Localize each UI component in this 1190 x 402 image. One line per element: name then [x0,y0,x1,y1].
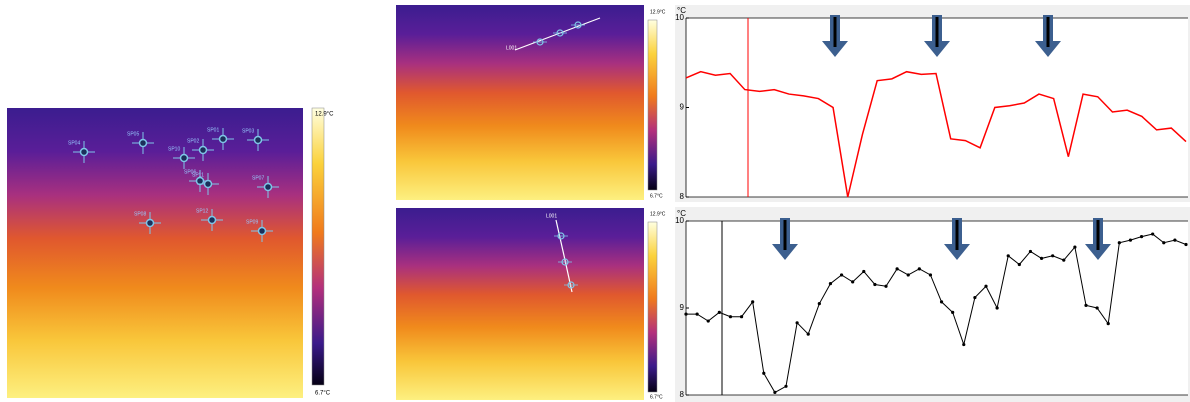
colorbar-min: 6.7°C [650,193,663,199]
line-label: L001 [546,213,557,219]
data-point [962,342,966,347]
colorbar [647,19,658,191]
plot-area [686,221,1188,395]
y-tick-label: 9 [680,303,685,312]
data-point [917,267,921,271]
data-point [1039,256,1044,261]
data-point [739,315,744,319]
data-point [1128,238,1133,242]
data-point [984,284,988,288]
spot-label: SP12 [196,208,208,214]
colorbar-max: 12.9°C [650,211,666,217]
spot [257,226,267,236]
data-point [851,280,855,284]
colorbar-max: 12.9°C [650,9,666,15]
colorbar [647,221,658,393]
data-point [795,321,799,325]
y-tick-label: 10 [675,216,684,225]
spot [253,135,263,145]
spot [79,147,89,157]
data-point [773,390,777,394]
data-point [1017,262,1021,267]
data-point [839,273,844,277]
data-point [995,306,999,310]
spot-label: SP04 [68,140,80,146]
data-point [906,273,910,277]
spot-label: SP01 [207,127,219,133]
data-point [862,269,866,274]
spot [263,182,273,192]
data-point [1117,241,1121,245]
colorbar-max: 12.9°C [315,112,334,118]
data-point [1073,245,1077,249]
spot-label: SP09 [246,219,258,225]
spot-label: SP08 [134,211,146,217]
data-point [762,371,766,375]
spot-label: SP11 [192,172,204,178]
spot-label: SP06 [184,169,196,175]
spot-label: SP10 [168,146,180,152]
spot-label: SP05 [127,131,139,137]
data-point [751,300,755,304]
colorbar-min: 6.7°C [650,394,663,400]
data-point [873,282,877,287]
y-axis-label: °C [677,6,686,15]
data-point [939,300,944,304]
spot [207,215,217,225]
spot [218,134,228,144]
data-point [806,332,810,336]
thermal-image [396,5,644,200]
spot [198,145,208,155]
spot [179,153,189,163]
data-point [1028,249,1033,254]
data-point [1151,232,1155,236]
y-tick-label: 8 [680,192,685,201]
spot-label: SP07 [252,175,264,181]
data-point [1095,306,1099,310]
data-point [928,273,933,277]
y-tick-label: 10 [675,13,684,22]
spot [195,176,205,186]
spot [138,138,148,148]
thermal-image [396,208,644,400]
data-point [1139,235,1144,239]
profile-line [685,70,1187,198]
data-point [1106,322,1110,326]
data-point [1084,303,1088,307]
spot-label: SP03 [242,128,254,134]
colorbar-min: 6.7°C [315,391,331,397]
data-point [1051,254,1055,258]
profile-line [686,233,1187,394]
data-point [1173,238,1177,242]
spot-label: SP02 [187,138,199,144]
colorbar [311,107,325,386]
line-label: L001 [506,45,517,51]
data-point [817,302,821,306]
data-point [784,384,788,388]
data-point [717,310,721,314]
data-point [684,312,688,316]
spot [203,179,213,189]
data-point [884,284,888,288]
y-tick-label: 8 [680,390,685,399]
data-point [728,315,733,319]
data-point [1006,254,1010,258]
data-point [895,267,899,271]
thermal-image [7,108,303,398]
y-axis-label: °C [677,209,686,218]
data-point [1162,241,1166,245]
y-tick-label: 9 [680,103,685,112]
data-point [828,282,833,286]
data-point [706,319,710,323]
spot [145,218,155,228]
data-point [695,312,699,316]
data-point [951,310,955,314]
data-point [1184,242,1188,247]
data-point [973,295,977,300]
data-point [1062,258,1066,262]
